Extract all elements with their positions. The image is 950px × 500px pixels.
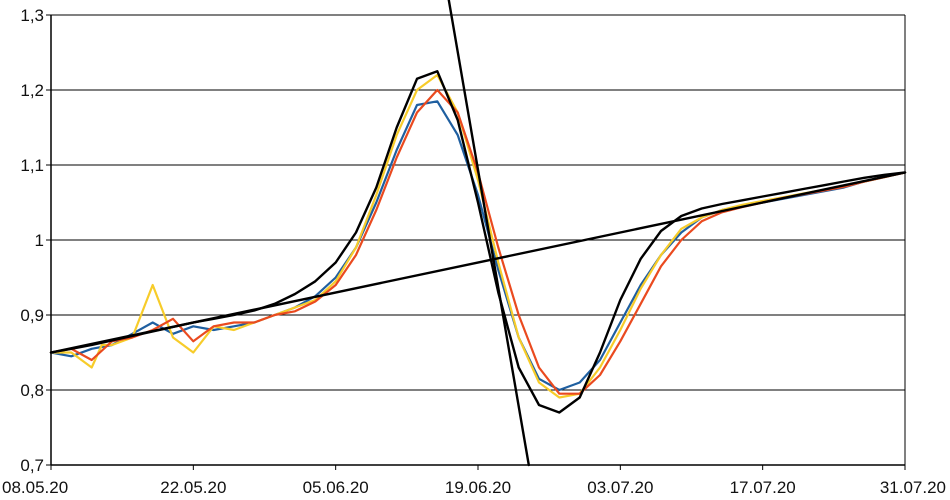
x-tick-label-2: 05.06.20 (303, 478, 369, 497)
x-tick-label-3: 19.06.20 (445, 478, 511, 497)
y-tick-label-5: 1,2 (20, 81, 44, 100)
x-tick-label-0: 08.05.20 (2, 478, 68, 497)
series-line-5 (447, 0, 530, 467)
series-line-4 (49, 171, 907, 354)
series-line-0 (49, 100, 907, 392)
y-tick-label-3: 1 (35, 231, 44, 250)
y-tick-label-4: 1,1 (20, 156, 44, 175)
tick-labels: 0,7 0,8 0,9 1 1,1 1,2 1,3 08.05.20 22.05.20 05.06… (2, 6, 946, 497)
axes (46, 14, 906, 470)
x-tick-label-6: 31.07.20 (880, 478, 946, 497)
series-line-2 (49, 88, 907, 395)
y-tick-label-0: 0,7 (20, 456, 44, 475)
series-line-1 (49, 73, 907, 399)
y-tick-label-1: 0,8 (20, 381, 44, 400)
y-tick-label-2: 0,9 (20, 306, 44, 325)
x-tick-label-1: 22.05.20 (160, 478, 226, 497)
series-layer (49, 0, 907, 467)
series-line-3 (49, 69, 907, 414)
x-tick-label-4: 03.07.20 (587, 478, 653, 497)
y-tick-label-6: 1,3 (20, 6, 44, 25)
x-tick-label-5: 17.07.20 (730, 478, 796, 497)
gridlines (51, 14, 905, 391)
